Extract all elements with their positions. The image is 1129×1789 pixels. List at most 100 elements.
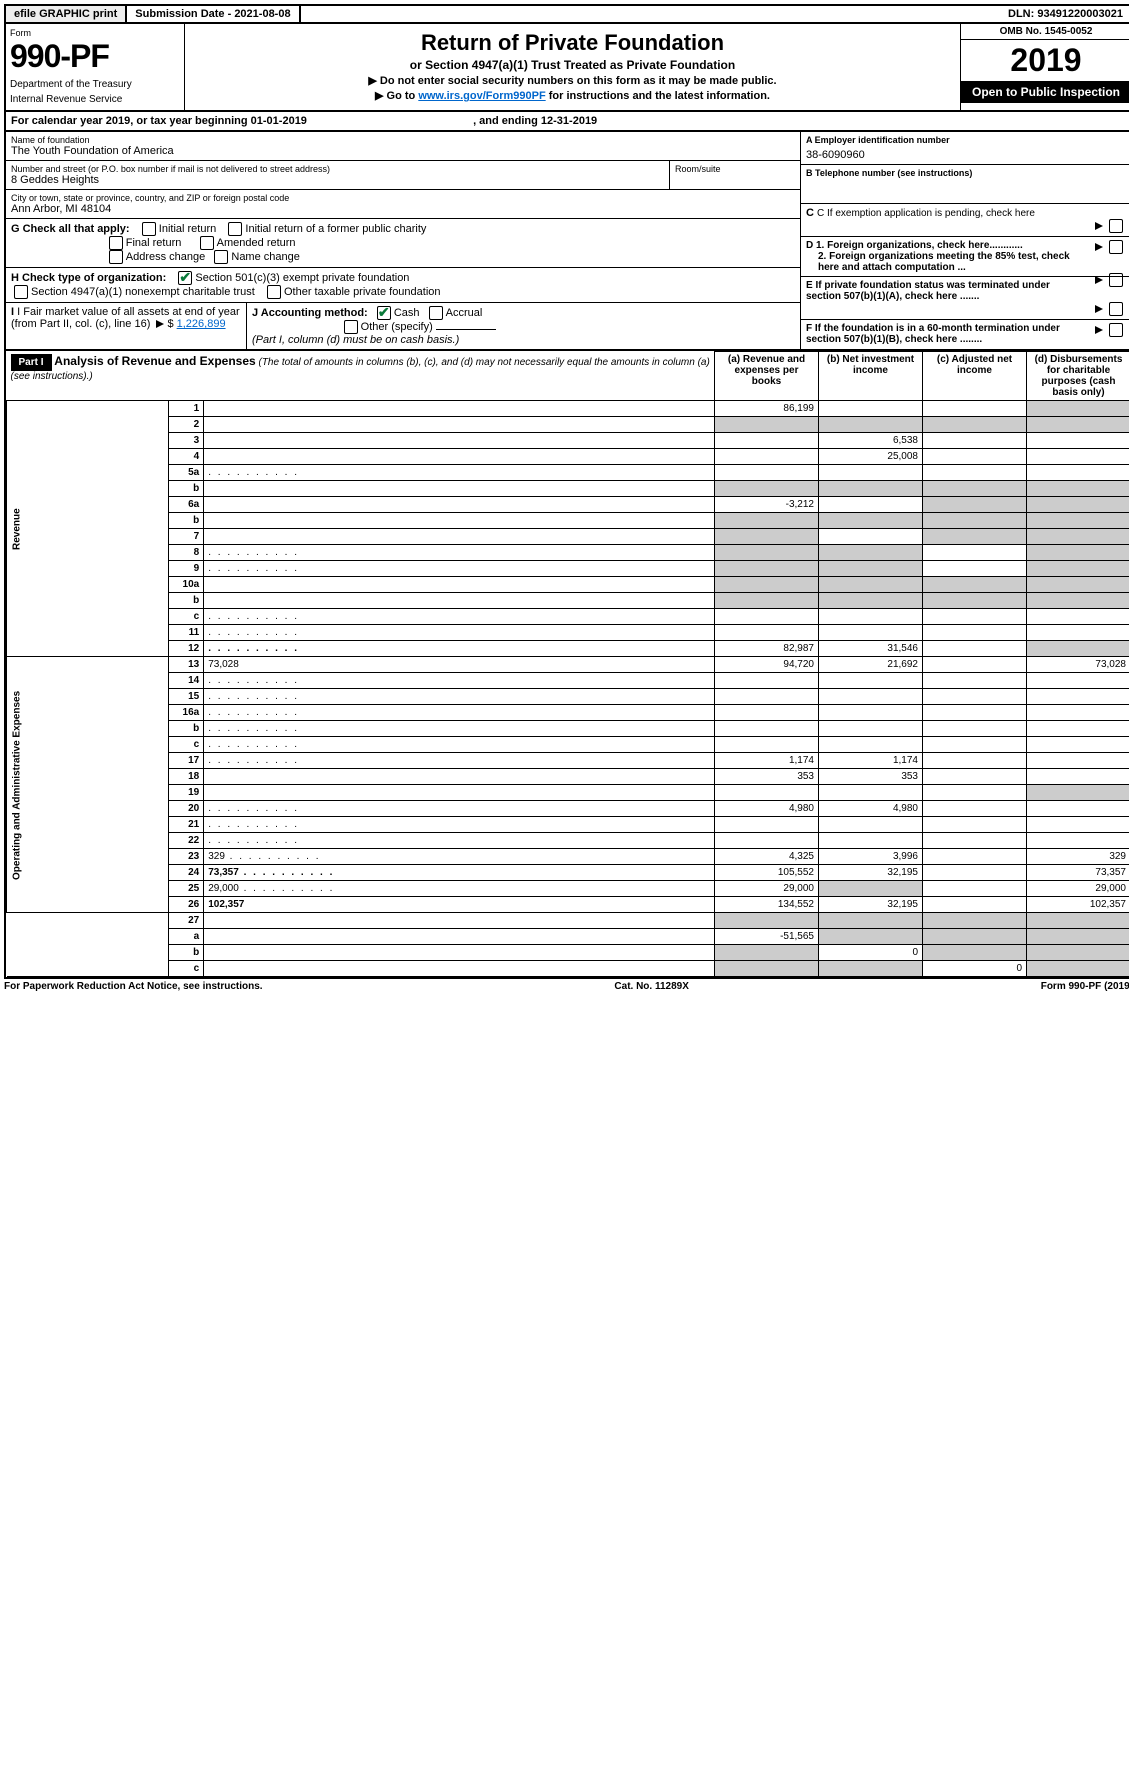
line-desc: 29,000 (204, 881, 715, 897)
footer-mid: Cat. No. 11289X (614, 981, 688, 992)
col-c-value (923, 545, 1027, 561)
col-c-value (923, 561, 1027, 577)
col-b-value (819, 513, 923, 529)
line-num: 27 (169, 913, 204, 929)
checkbox-final[interactable] (109, 236, 123, 250)
checkbox-e[interactable] (1109, 302, 1123, 316)
col-b-value (819, 577, 923, 593)
g-amended: Amended return (217, 237, 296, 249)
col-b-value (819, 529, 923, 545)
checkbox-501c3[interactable] (178, 271, 192, 285)
addr-label: Number and street (or P.O. box number if… (11, 164, 664, 174)
line-num: 10a (169, 577, 204, 593)
name-label: Name of foundation (11, 135, 795, 145)
line-desc (204, 577, 715, 593)
line-desc: 329 (204, 849, 715, 865)
col-c-value (923, 913, 1027, 929)
line-desc (204, 785, 715, 801)
line-num: 2 (169, 417, 204, 433)
col-b-value: 25,008 (819, 449, 923, 465)
col-c-value: 0 (923, 961, 1027, 977)
col-d-value (1027, 625, 1129, 641)
line-desc (204, 417, 715, 433)
col-c-value (923, 801, 1027, 817)
col-d-value (1027, 961, 1129, 977)
col-b-value: 21,692 (819, 657, 923, 673)
street-address: 8 Geddes Heights (11, 174, 664, 186)
col-d-value (1027, 817, 1129, 833)
line-desc: 102,357 (204, 897, 715, 913)
open-to-public: Open to Public Inspection (961, 81, 1129, 103)
col-b-value (819, 705, 923, 721)
line-num: 15 (169, 689, 204, 705)
irs-link[interactable]: www.irs.gov/Form990PF (418, 90, 545, 102)
line-num: b (169, 593, 204, 609)
col-d-value (1027, 929, 1129, 945)
col-b-value (819, 465, 923, 481)
col-c-value (923, 849, 1027, 865)
cal-begin: 01-01-2019 (251, 115, 307, 127)
col-a-value: 134,552 (715, 897, 819, 913)
d-section: D 1. Foreign organizations, check here..… (801, 237, 1129, 277)
line-num: 9 (169, 561, 204, 577)
col-d-value: 73,028 (1027, 657, 1129, 673)
col-d-value (1027, 673, 1129, 689)
efile-print-button[interactable]: efile GRAPHIC print (6, 6, 127, 22)
arrow-icon (1095, 326, 1103, 334)
checkbox-addr-change[interactable] (109, 250, 123, 264)
col-a-value: 4,325 (715, 849, 819, 865)
fmv-link[interactable]: 1,226,899 (177, 318, 226, 330)
checkbox-4947[interactable] (14, 285, 28, 299)
checkbox-name-change[interactable] (214, 250, 228, 264)
col-b-value: 32,195 (819, 897, 923, 913)
line-desc (204, 673, 715, 689)
col-b-value (819, 497, 923, 513)
col-d-value (1027, 609, 1129, 625)
table-row: b 0 (7, 945, 1129, 961)
checkbox-c[interactable] (1109, 219, 1123, 233)
line-num: c (169, 609, 204, 625)
checkbox-accrual[interactable] (429, 306, 443, 320)
footer-left: For Paperwork Reduction Act Notice, see … (4, 981, 263, 992)
col-b-value: 3,996 (819, 849, 923, 865)
line-desc (204, 625, 715, 641)
checkbox-other-tax[interactable] (267, 285, 281, 299)
col-d-value (1027, 529, 1129, 545)
line-desc (204, 721, 715, 737)
arrow-icon (156, 320, 164, 328)
line-num: a (169, 929, 204, 945)
checkbox-initial-former[interactable] (228, 222, 242, 236)
col-b-value (819, 833, 923, 849)
col-b-value: 353 (819, 769, 923, 785)
col-b-value (819, 481, 923, 497)
checkbox-other-method[interactable] (344, 320, 358, 334)
e-section: E If private foundation status was termi… (801, 277, 1129, 320)
note-ssn: ▶ Do not enter social security numbers o… (191, 74, 954, 87)
j-other: Other (specify) (361, 321, 433, 333)
line-desc (204, 961, 715, 977)
checkbox-initial[interactable] (142, 222, 156, 236)
col-c-value (923, 593, 1027, 609)
col-b-value (819, 961, 923, 977)
checkbox-amended[interactable] (200, 236, 214, 250)
col-d-value (1027, 401, 1129, 417)
checkbox-f[interactable] (1109, 323, 1123, 337)
line-desc (204, 513, 715, 529)
arrow-icon (1095, 243, 1103, 251)
c-label: C If exemption application is pending, c… (817, 208, 1035, 219)
checkbox-d1[interactable] (1109, 240, 1123, 254)
dept-treasury: Department of the Treasury (10, 79, 180, 90)
table-row: 15 (7, 689, 1129, 705)
j-accrual: Accrual (446, 307, 483, 319)
ein-label: A Employer identification number (806, 135, 1126, 145)
table-row: 11 (7, 625, 1129, 641)
table-row: 14 (7, 673, 1129, 689)
col-d-value (1027, 433, 1129, 449)
checkbox-cash[interactable] (377, 306, 391, 320)
table-row: 6a -3,212 (7, 497, 1129, 513)
col-b-value: 6,538 (819, 433, 923, 449)
h-section: H Check type of organization: Section 50… (6, 268, 800, 303)
col-c-value (923, 721, 1027, 737)
checkbox-d2[interactable] (1109, 273, 1123, 287)
col-a-value: 4,980 (715, 801, 819, 817)
